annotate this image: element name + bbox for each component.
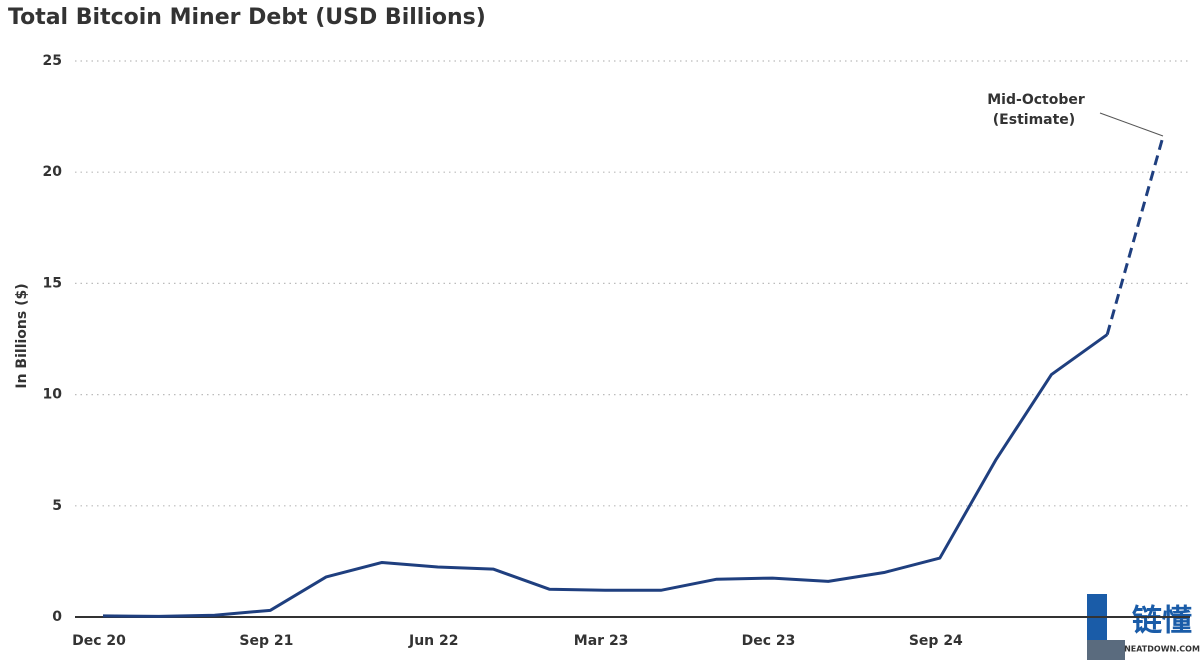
y-axis-label: In Billions ($) [14, 283, 30, 388]
y-tick-label: 20 [43, 164, 63, 180]
x-tick-label: Sep 24 [909, 633, 963, 649]
chart-title: Total Bitcoin Miner Debt (USD Billions) [8, 5, 486, 30]
data-line [1105, 136, 1165, 335]
y-tick-label: 25 [43, 53, 62, 69]
y-tick-label: 10 [43, 387, 63, 403]
x-tick-label: Sep 21 [239, 633, 293, 649]
x-tick-label: Mar 23 [574, 633, 629, 649]
annotation-pointer [1099, 112, 1164, 137]
x-tick-label: Dec 23 [742, 633, 796, 649]
x-tick-label: Jun 22 [408, 633, 459, 649]
data-line [102, 333, 1109, 618]
y-tick-label: 0 [52, 609, 62, 625]
annotation: (Estimate) [993, 112, 1075, 128]
x-tick-label: Dec 20 [72, 633, 126, 649]
y-tick-label: 15 [43, 275, 62, 291]
watermark: 链懂 [1132, 604, 1192, 639]
y-tick-label: 5 [52, 498, 62, 514]
annotation: Mid-October [987, 92, 1085, 108]
logo-foot [1087, 640, 1125, 660]
watermark: NEATDOWN.COM [1124, 645, 1200, 654]
